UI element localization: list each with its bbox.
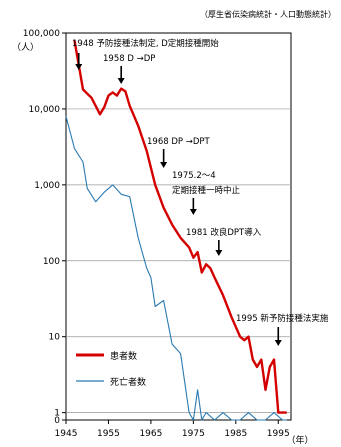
series-lines — [65, 40, 287, 421]
x-tick-label: 1965 — [139, 429, 162, 439]
annotation-label: 1948 予防接種法制定, D定期接種開始 — [72, 38, 219, 49]
y-axis: 100,000 10,000 1,000 100 10 10 — [23, 29, 66, 426]
plot-frame — [65, 32, 292, 421]
annotation-label: 定期接種一時中止 — [172, 185, 241, 196]
y-tick-label: 10,000 — [29, 105, 61, 115]
x-tick-label: 1955 — [97, 429, 120, 439]
x-unit-label: （年） — [286, 434, 313, 446]
annotation-arrow-head — [160, 162, 168, 168]
annotations: 1948 予防接種法制定, D定期接種開始 1958 D →DP 1968 DP →… — [72, 38, 329, 346]
y-tick-label: 100,000 — [23, 29, 60, 39]
y-unit-label: （人） — [12, 42, 39, 53]
x-tick-label: 1975 — [182, 429, 205, 439]
y-tick-label: 1 — [54, 409, 60, 419]
annotation-arrow-head — [274, 340, 282, 346]
annotation-label: 1975.2〜4 — [172, 171, 216, 181]
series-line-patients — [73, 40, 287, 414]
x-axis: 1945 1955 1965 1975 1985 1995 — [55, 420, 290, 439]
y-gridlines — [66, 108, 291, 413]
annotation-arrow-head — [75, 64, 83, 70]
annotation-label: 1995 新予防接種法実施 — [236, 313, 329, 324]
y-tick-label: 10 — [49, 333, 61, 343]
y-tick-label: 100 — [43, 257, 60, 267]
x-tick-label: 1945 — [55, 429, 78, 439]
legend-label-patients: 患者数 — [110, 350, 137, 362]
series-line-deaths — [65, 116, 287, 421]
y-tick-label: 1,000 — [34, 181, 60, 191]
legend-label-deaths: 死亡者数 — [110, 376, 146, 388]
annotation-label: 1968 DP →DPT — [147, 137, 210, 147]
source-note: （厚生省伝染病統計・人口動態統計） — [200, 9, 336, 19]
y-tick-label: 0 — [54, 416, 60, 426]
annotation-arrow-head — [215, 250, 223, 256]
annotation-label: 1981 改良DPT導入 — [186, 227, 262, 238]
x-tick-label: 1995 — [267, 429, 290, 439]
annotation-label: 1958 D →DP — [103, 54, 155, 64]
annotation-arrow-head — [189, 209, 197, 215]
x-tick-label: 1985 — [224, 429, 247, 439]
legend: 患者数 死亡者数 — [76, 350, 146, 388]
annotation-arrow-head — [117, 78, 125, 84]
